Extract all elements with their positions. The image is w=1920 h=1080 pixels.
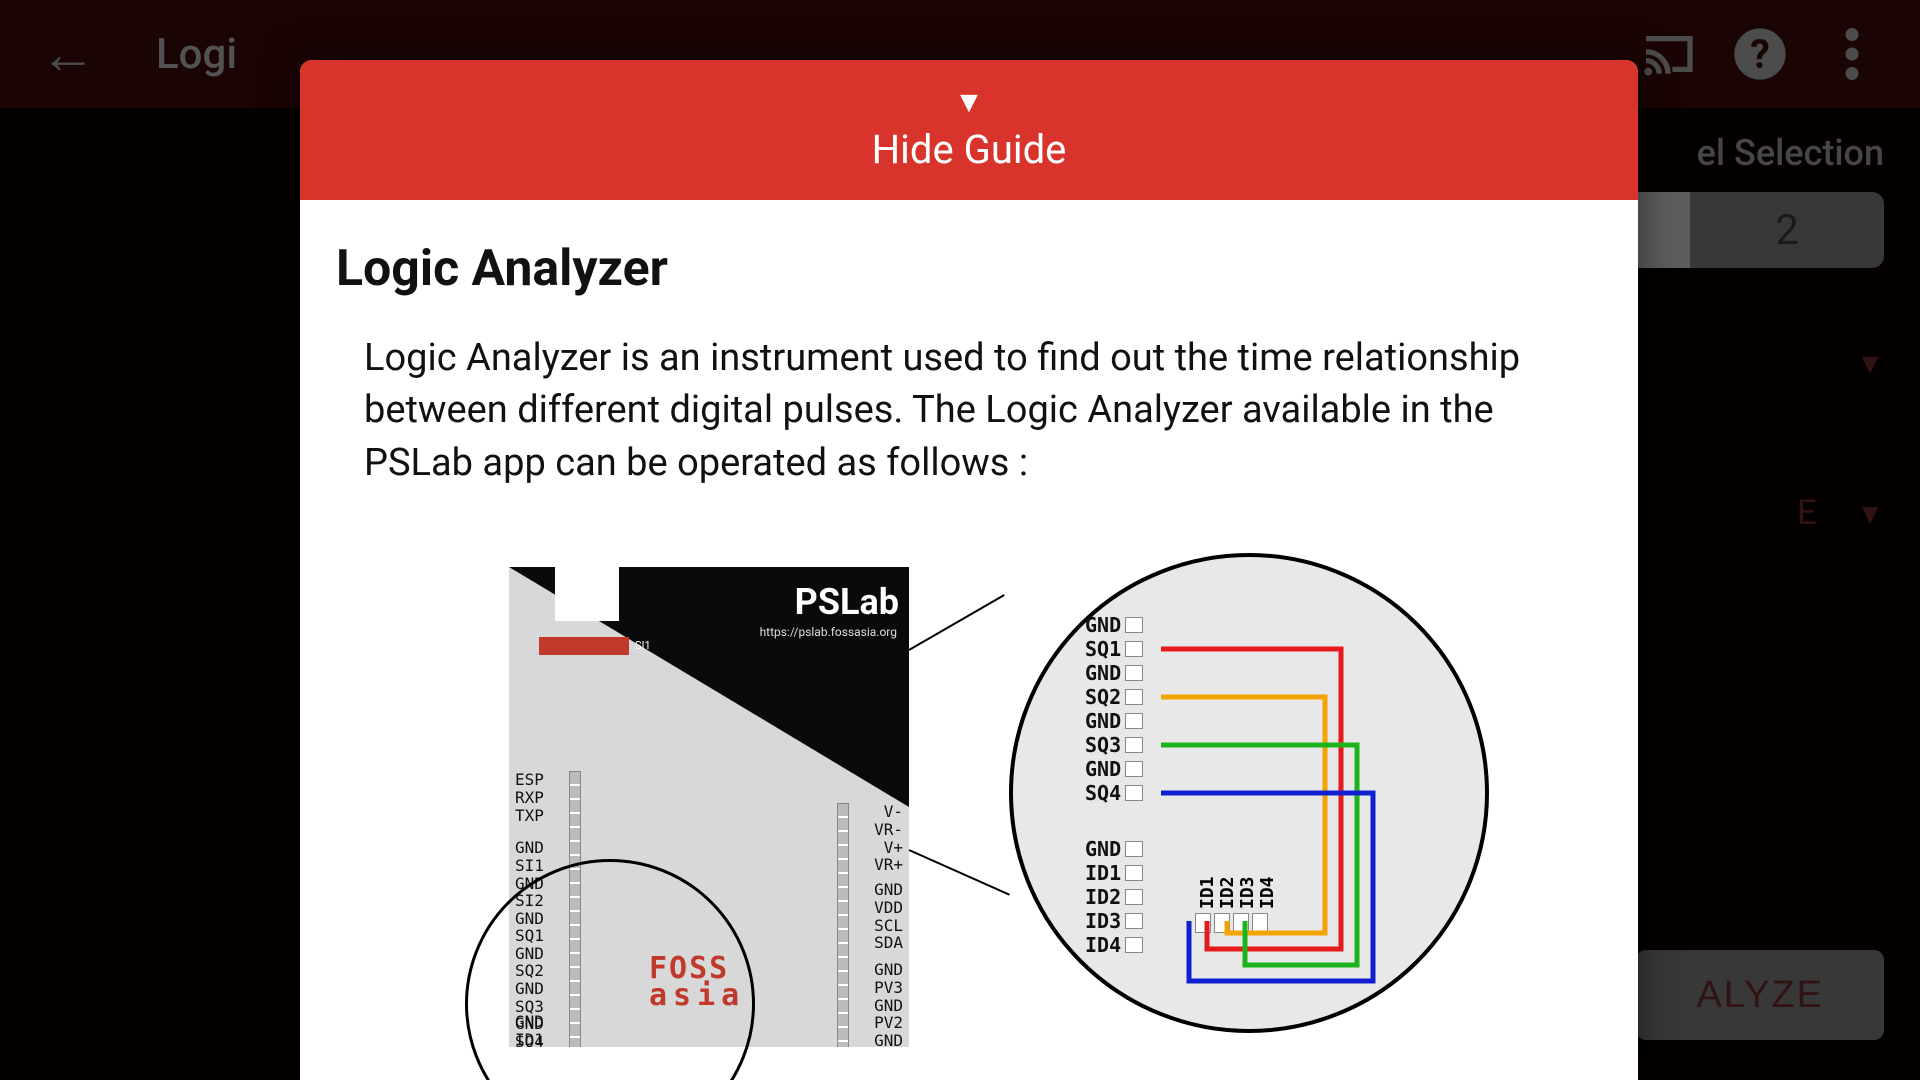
guide-body: Logic Analyzer Logic Analyzer is an inst… [300, 200, 1638, 1049]
wires [1085, 613, 1425, 983]
si1-label: SI1 [635, 639, 651, 652]
guide-modal: ▼ Hide Guide Logic Analyzer Logic Analyz… [300, 60, 1638, 1080]
chevron-down-icon: ▼ [954, 88, 984, 118]
pslab-diagram: SI1 PSLab https://pslab.fossasia.org FOS… [509, 549, 1429, 1049]
guide-text: Logic Analyzer is an instrument used to … [336, 332, 1602, 489]
brand-url: https://pslab.fossasia.org [760, 625, 897, 639]
hide-guide-button[interactable]: ▼ Hide Guide [300, 60, 1638, 200]
guide-title: Logic Analyzer [336, 240, 1602, 298]
pins-right-c: GNDPV3GNDPV2GNDPV1GND [874, 961, 903, 1047]
pins-right-a: V-VR-V+VR+ [874, 803, 903, 873]
magnifier: GNDSQ1GNDSQ2GNDSQ3GNDSQ4 GNDID1ID2ID3ID4… [1009, 553, 1489, 1033]
brand-label: PSLab [795, 581, 899, 623]
pins-right-b: GNDVDDSCLSDA [874, 881, 903, 951]
pins-left-a: ESPRXPTXP [515, 771, 544, 824]
hide-guide-label: Hide Guide [872, 126, 1067, 173]
